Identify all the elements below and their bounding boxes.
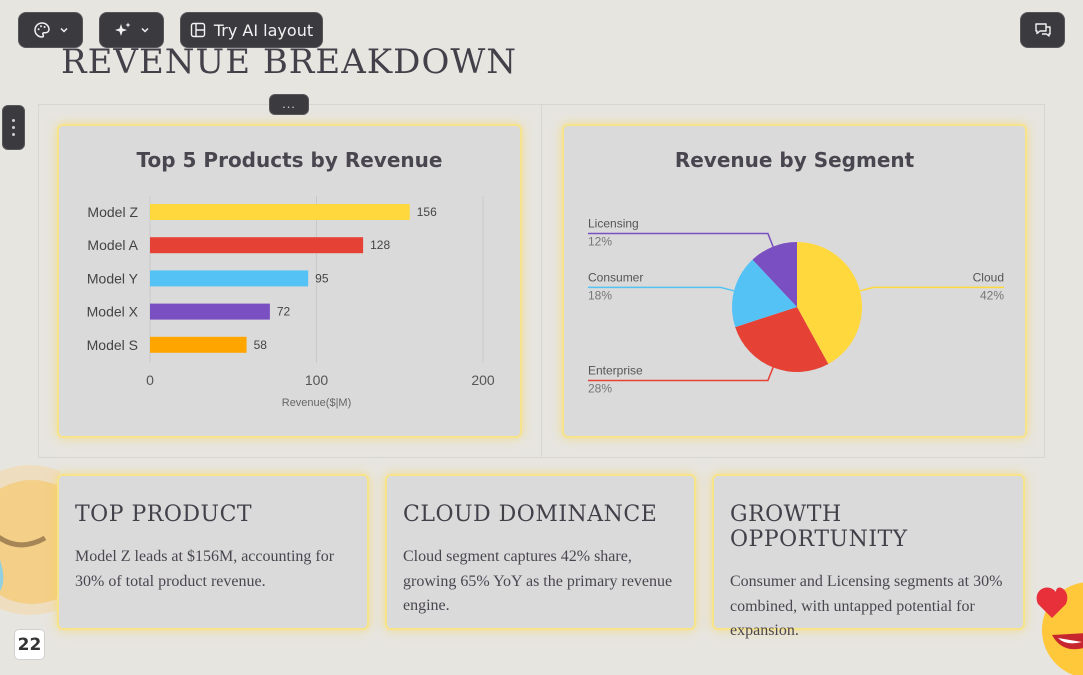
pie-chart-card: Revenue by Segment Cloud 42% Enterprise 28%…: [562, 124, 1027, 438]
slice-label: Cloud: [973, 270, 1004, 284]
y-tick-label: Model A: [87, 237, 138, 253]
leader-line: [588, 232, 775, 249]
try-ai-layout-button[interactable]: Try AI layout: [180, 12, 323, 48]
bar-chart: 0 100 200 Model Z 156 Model A 128 Model Y 95 Mode…: [87, 196, 495, 409]
top-product-card: TOP PRODUCT Model Z leads at $156M, acco…: [57, 474, 369, 630]
card-text: Cloud segment captures 42% share, growin…: [403, 548, 673, 614]
y-tick-label: Model S: [87, 337, 138, 353]
drag-handle[interactable]: ...: [269, 94, 309, 115]
heart-eyes-emoji-icon: [1036, 582, 1083, 675]
slice-value-label: 42%: [980, 288, 1004, 302]
comments-button[interactable]: [1020, 12, 1065, 48]
card-text: Model Z leads at $156M, accounting for 3…: [75, 548, 335, 590]
x-axis-label: Revenue($|M): [282, 397, 352, 409]
leader-line: [588, 365, 775, 382]
palette-icon: [33, 22, 50, 38]
pie-chart-title: Revenue by Segment: [674, 148, 915, 172]
bar-chart-card: Top 5 Products by Revenue 0 100 200 Model Z…: [57, 124, 522, 438]
data-label: 156: [417, 205, 437, 219]
grid-divider: [541, 104, 542, 458]
y-tick-label: Model Y: [87, 270, 139, 286]
growth-opportunity-card: GROWTH OPPORTUNITY Consumer and Licensin…: [712, 474, 1025, 639]
y-tick-label: Model X: [87, 304, 139, 320]
pie-slice: [797, 242, 862, 364]
x-tick-label: 0: [146, 372, 154, 388]
leader-line: [588, 286, 737, 293]
x-tick-label: 100: [305, 372, 329, 388]
leader-line: [857, 286, 1004, 293]
slice-value-label: 18%: [588, 288, 612, 302]
chevron-down-icon: [140, 27, 149, 33]
y-tick-label: Model Z: [87, 204, 138, 220]
data-label: 72: [277, 305, 291, 319]
data-label: 58: [254, 338, 268, 352]
pie-chart: Cloud 42% Enterprise 28% Consumer 18% Licensin…: [588, 217, 1004, 395]
sparkle-icon: [114, 22, 130, 36]
bar: [150, 336, 247, 353]
card-title: CLOUD DOMINANCE: [403, 502, 658, 527]
card-title: GROWTH OPPORTUNITY: [730, 502, 908, 552]
chat-icon: [1034, 23, 1051, 37]
pie-slice: [735, 307, 829, 372]
chevron-down-icon: [59, 27, 68, 33]
bar-chart-title: Top 5 Products by Revenue: [136, 148, 443, 172]
card-text: Consumer and Licensing segments at 30% c…: [730, 573, 1003, 639]
theme-button[interactable]: [18, 12, 83, 48]
slice-value-label: 12%: [588, 235, 612, 249]
bar: [150, 270, 309, 287]
pie-slice: [732, 259, 797, 328]
slide-title: REVENUE BREAKDOWN: [61, 42, 518, 82]
cloud-dominance-card: CLOUD DOMINANCE Cloud segment captures 4…: [385, 474, 696, 630]
page-number[interactable]: 22: [14, 629, 45, 660]
laughing-emoji-icon: [0, 465, 60, 615]
slice-value-label: 28%: [588, 381, 612, 395]
side-drag-handle[interactable]: [2, 105, 25, 150]
layout-icon: [190, 22, 206, 38]
pie-slice: [752, 242, 797, 307]
slice-label: Licensing: [588, 217, 639, 231]
slice-label: Enterprise: [588, 363, 643, 377]
data-label: 95: [315, 271, 329, 285]
x-tick-label: 200: [471, 372, 495, 388]
slice-label: Consumer: [588, 270, 643, 284]
ai-magic-button[interactable]: [99, 12, 164, 48]
bar: [150, 204, 410, 220]
card-title: TOP PRODUCT: [75, 502, 253, 527]
try-ai-layout-label: Try AI layout: [213, 20, 314, 40]
data-label: 128: [370, 238, 390, 252]
bar: [150, 237, 364, 254]
bar: [150, 303, 270, 320]
